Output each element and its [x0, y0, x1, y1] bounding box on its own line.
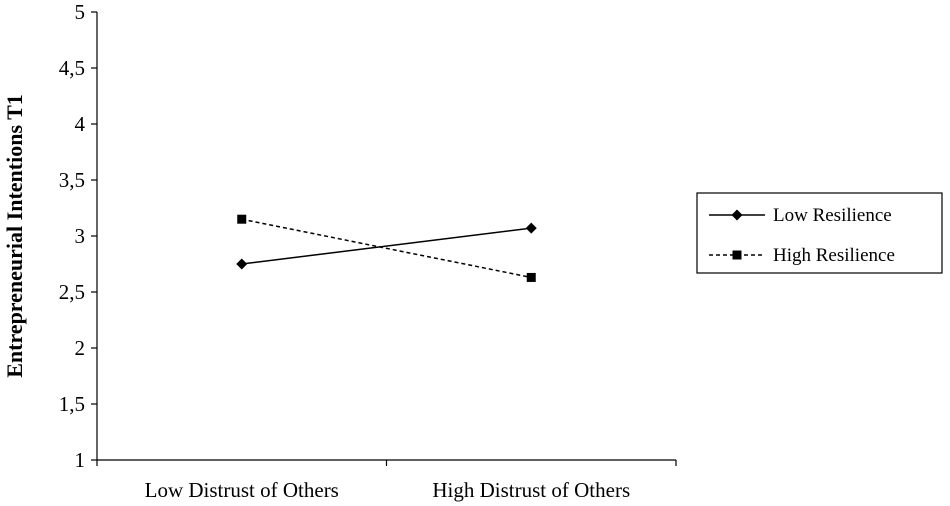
data-point-low-resilience [236, 258, 248, 270]
data-point-low-resilience [525, 222, 537, 234]
series-line-high-resilience [241, 218, 532, 279]
legend-label: Low Resilience [773, 205, 892, 226]
y-tick-label: 1 [75, 448, 86, 472]
legend-box [696, 192, 943, 274]
y-tick-label: 3,5 [59, 168, 85, 192]
x-category-label: High Distrust of Others [432, 478, 630, 502]
y-tick-label: 4,5 [59, 56, 85, 80]
y-axis-label: Entrepreneurial Intentions T1 [2, 94, 27, 378]
y-tick-label: 1,5 [59, 392, 85, 416]
y-tick-label: 2 [75, 336, 86, 360]
legend: Low Resilience High Resilience [696, 192, 943, 274]
y-tick-label: 2,5 [59, 280, 85, 304]
y-tick-label: 4 [75, 112, 86, 136]
legend-marker [731, 209, 743, 221]
data-point-high-resilience [237, 214, 247, 224]
data-point-high-resilience [526, 272, 536, 282]
y-tick-label: 5 [75, 0, 86, 24]
legend-marker [732, 250, 742, 260]
legend-label: High Resilience [773, 245, 895, 266]
x-category-label: Low Distrust of Others [145, 478, 339, 502]
y-tick-label: 3 [75, 224, 86, 248]
series-line-low-resilience [241, 227, 532, 265]
